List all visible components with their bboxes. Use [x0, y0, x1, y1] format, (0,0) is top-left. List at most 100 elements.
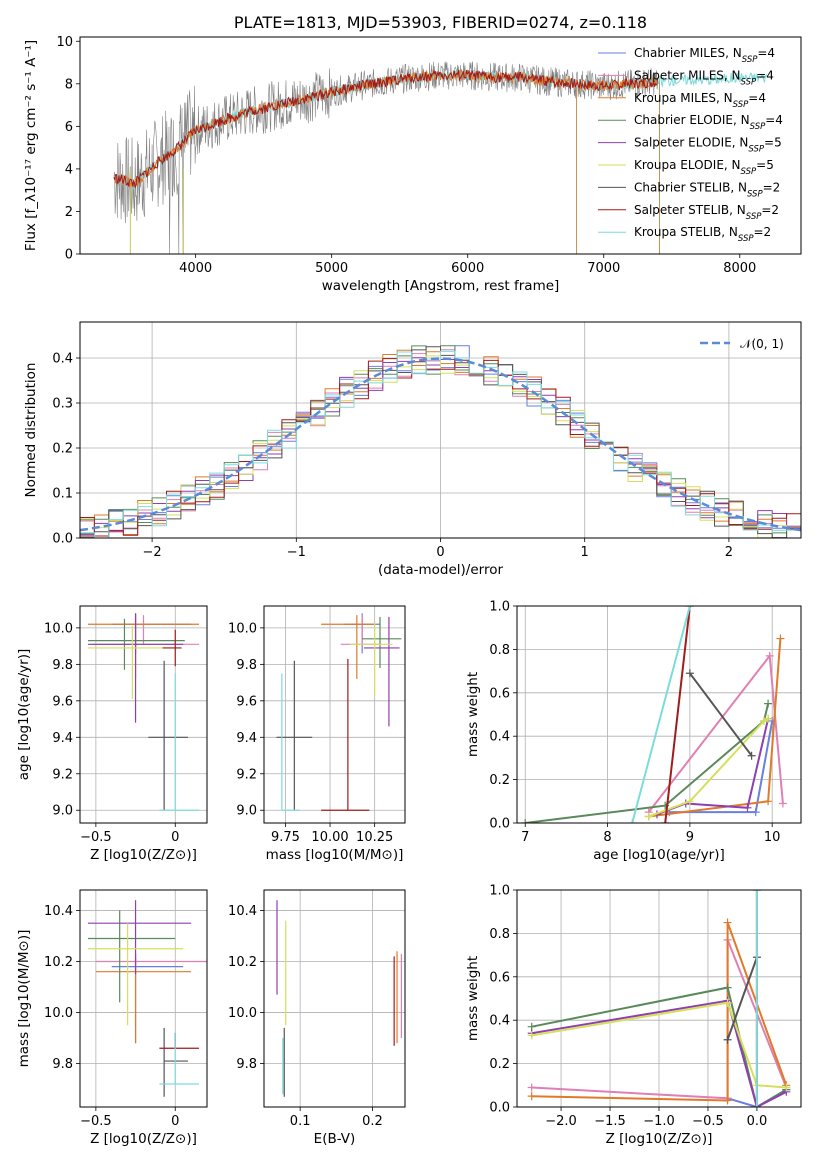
- spectrum-panel: 4000 5000 6000 7000 8000 0 2 4 6 8 10 wavelength [A…: [23, 35, 802, 294]
- x-tick-label: 4000: [179, 261, 212, 276]
- axes-frame: [79, 605, 208, 824]
- y-tick-label: 0.0: [489, 817, 510, 832]
- x-axis-label: age [log10(age/yr)]: [593, 847, 725, 863]
- x-axis-label: Z [log10(Z/Z⊙)]: [606, 1131, 713, 1147]
- mass-weight-marker: [778, 799, 787, 808]
- y-axis-label: mass weight: [465, 956, 481, 1041]
- y-tick-label: 9.0: [236, 804, 257, 819]
- x-tick-label: −1.5: [594, 1114, 626, 1129]
- axes-frame: [263, 889, 406, 1108]
- mass-weight-line: [689, 672, 753, 757]
- residuals-plot-area: [80, 322, 801, 538]
- mass-weight-marker: [527, 1083, 536, 1092]
- y-tick-label: 10.2: [44, 955, 73, 970]
- mass-weight-marker: [752, 1103, 761, 1107]
- x-axis-label: mass [log10(M/M⊙)]: [266, 847, 404, 863]
- x-tick-label: 10: [764, 830, 781, 845]
- mass-weight-line: [726, 956, 758, 1041]
- y-tick-label: 9.8: [236, 1057, 257, 1072]
- y-tick-label: 0.4: [489, 730, 510, 745]
- legend-entry: Salpeter STELIB, NSSP=2: [634, 203, 779, 222]
- x-tick-label: 9: [686, 830, 694, 845]
- y-tick-label: 0.6: [489, 970, 510, 985]
- mass-weight-marker: [765, 651, 774, 660]
- legend-entry: Kroupa MILES, NSSP=4: [634, 91, 766, 110]
- y-tick-label: 0.0: [52, 532, 73, 547]
- y-tick-label: 9.2: [236, 767, 257, 782]
- mass-weight-marker: [723, 983, 732, 992]
- legend-entry: 𝒩(0, 1): [740, 337, 784, 351]
- y-tick-label: 10.0: [228, 1006, 257, 1021]
- mass-weight-marker: [782, 1083, 791, 1092]
- y-tick-label: 10.4: [228, 904, 257, 919]
- y-axis-label: mass [log10(M/M⊙)]: [16, 930, 32, 1068]
- age_vs_mass-panel: 9.75 10.00 10.25 9.0 9.2 9.4 9.6 9.8 10.0 mass [l…: [228, 605, 406, 863]
- y-tick-label: 9.6: [52, 694, 73, 709]
- y-axis-label: age [log10(age/yr)]: [16, 649, 32, 781]
- x-tick-label: −2: [143, 545, 162, 560]
- spectrum-plot-area: [113, 61, 768, 254]
- y-tick-label: 10.0: [228, 621, 257, 636]
- y-tick-label: 10.4: [44, 904, 73, 919]
- mass-weight-marker: [751, 808, 760, 817]
- x-tick-label: 7: [521, 830, 529, 845]
- mass-weight-line: [664, 606, 691, 823]
- mass-weight-marker: [685, 606, 694, 610]
- y-tick-label: 9.8: [52, 658, 73, 673]
- mass-weight-marker: [527, 1031, 536, 1040]
- x-tick-label: −0.5: [80, 1114, 112, 1129]
- x-tick-label: 9.75: [271, 830, 300, 845]
- x-tick-label: 10.25: [356, 830, 393, 845]
- histogram-step: [80, 358, 801, 538]
- y-tick-label: 0.2: [489, 1057, 510, 1072]
- x-axis-label: E(B-V): [314, 1131, 356, 1147]
- y-tick-label: 2: [65, 205, 73, 220]
- x-tick-label: 0.0: [747, 1114, 768, 1129]
- mass-weight-marker: [764, 714, 773, 723]
- mass-weight-marker: [685, 669, 694, 678]
- y-axis-label: Normed distribution: [23, 363, 39, 498]
- y-tick-label: 0.3: [52, 397, 73, 412]
- x-tick-label: 5000: [315, 261, 348, 276]
- mw_vs_age-plot-area: [517, 606, 801, 823]
- x-axis-label: (data-model)/error: [378, 562, 504, 578]
- mass-weight-marker: [776, 634, 785, 643]
- x-tick-label: 7000: [587, 261, 620, 276]
- mw_vs_Z-plot-area: [517, 890, 801, 1107]
- mass-weight-marker: [764, 699, 773, 708]
- legend-entry: Salpeter ELODIE, NSSP=5: [634, 136, 782, 155]
- legend-entry: Kroupa STELIB, NSSP=2: [634, 225, 771, 244]
- mw_vs_Z-panel: −2.0 −1.5 −1.0 −0.5 0.0 0.0 0.2 0.4 0.6 0.8 1.0 Z […: [465, 884, 802, 1147]
- chart-title: PLATE=1813, MJD=53903, FIBERID=0274, z=0…: [234, 13, 647, 32]
- x-tick-label: 2: [725, 545, 733, 560]
- y-tick-label: 4: [65, 162, 73, 177]
- y-tick-label: 9.4: [236, 731, 257, 746]
- mw_vs_age-panel: 7 8 9 10 0.0 0.2 0.4 0.6 0.8 1.0 age [log10(age/yr…: [465, 600, 802, 863]
- x-tick-label: −0.5: [80, 830, 112, 845]
- age_vs_Z-panel: −0.5 0 9.0 9.2 9.4 9.6 9.8 10.0 Z [log10(Z/Z⊙)] a…: [16, 605, 208, 863]
- y-tick-label: 1.0: [489, 884, 510, 899]
- age_vs_mass-plot-area: [264, 606, 405, 823]
- mass-weight-marker: [723, 918, 732, 927]
- x-tick-label: 8000: [723, 261, 756, 276]
- mass-weight-line: [656, 718, 770, 816]
- mass-weight-line: [631, 606, 691, 823]
- axes-frame: [516, 889, 802, 1108]
- y-tick-label: 0.8: [489, 643, 510, 658]
- residuals-panel: −2 −1 0 1 2 0.0 0.1 0.2 0.3 0.4 (data-model)/error…: [23, 321, 802, 578]
- y-tick-label: 9.8: [52, 1057, 73, 1072]
- x-tick-label: 6000: [451, 261, 484, 276]
- mass-weight-marker: [685, 797, 694, 806]
- x-axis-label: Z [log10(Z/Z⊙)]: [90, 847, 197, 863]
- mass_vs_Z-plot-area: [80, 890, 207, 1107]
- y-tick-label: 0: [65, 248, 73, 263]
- mass-weight-line: [531, 999, 787, 1107]
- y-tick-label: 0.0: [489, 1101, 510, 1116]
- mass-weight-marker: [644, 812, 653, 821]
- age_vs_Z-plot-area: [80, 606, 207, 823]
- x-tick-label: 0: [171, 1114, 179, 1129]
- y-tick-label: 0.4: [52, 352, 73, 367]
- mass_vs_EBV-plot-area: [264, 890, 405, 1107]
- mass-weight-marker: [723, 1035, 732, 1044]
